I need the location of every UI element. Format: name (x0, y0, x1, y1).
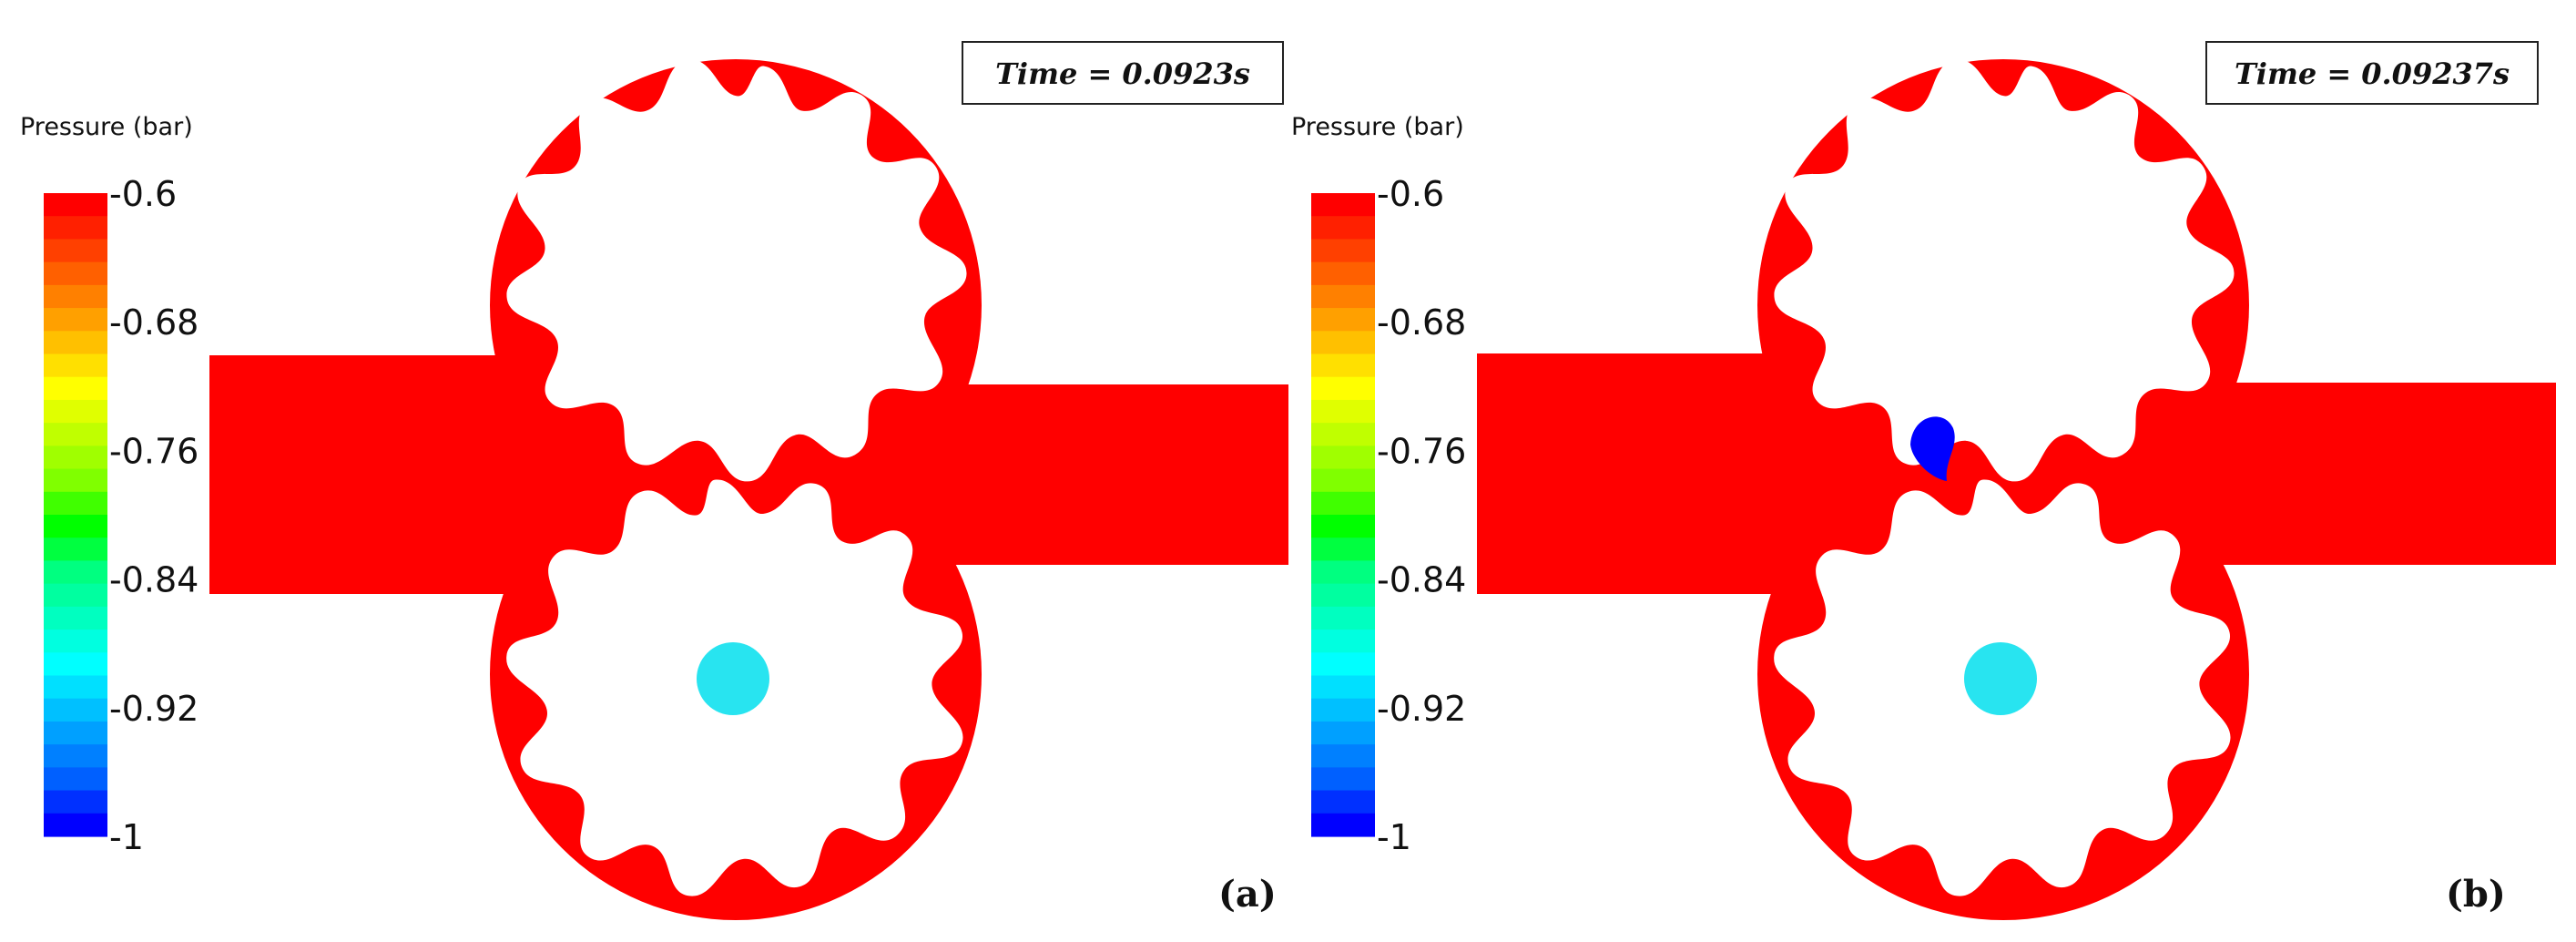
colorbar-swatch-b (1311, 560, 1375, 585)
colorbar-swatch-b (1311, 790, 1375, 814)
panel-b: Pressure (bar) -0.6-0.68-0.76-0.84-0.92-… (1291, 34, 2556, 920)
colorbar-swatch-a (44, 423, 107, 446)
colorbar-swatch-b (1311, 606, 1375, 630)
colorbar-swatch-a (44, 376, 107, 401)
colorbar-swatch-a (44, 583, 107, 608)
colorbar-swatch-b (1311, 399, 1375, 424)
colorbar-tick-label-a: -0.92 (109, 689, 199, 729)
colorbar-title-a: Pressure (bar) (20, 113, 193, 141)
colorbar-swatch-b (1311, 491, 1375, 516)
colorbar-swatch-b (1311, 216, 1375, 241)
colorbar-swatch-a (44, 216, 107, 241)
colorbar-swatch-b (1311, 744, 1375, 768)
colorbar-tick-label-a: -0.84 (109, 560, 199, 600)
time-label-b: Time = 0.09237s (2235, 56, 2510, 91)
colorbar-swatch-a (44, 538, 107, 562)
colorbar-swatch-b (1311, 261, 1375, 286)
colorbar-swatch-b (1311, 630, 1375, 653)
colorbar-swatch-a (44, 560, 107, 585)
colorbar-swatch-a (44, 630, 107, 653)
colorbar-tick-label-a: -1 (109, 817, 144, 857)
colorbar-tick-label-b: -0.68 (1377, 302, 1466, 343)
colorbar-swatch-b (1311, 698, 1375, 722)
colorbar-swatch-b (1311, 813, 1375, 837)
colorbar-swatch-a (44, 193, 107, 217)
time-label-a: Time = 0.0923s (995, 56, 1250, 91)
colorbar-swatch-b (1311, 423, 1375, 446)
colorbar-swatch-b (1311, 193, 1375, 217)
time-box-a (962, 41, 1284, 105)
drive-shaft-b (1964, 642, 2037, 715)
colorbar-swatch-b (1311, 284, 1375, 309)
colorbar-swatch-b (1311, 445, 1375, 470)
time-box-b (2205, 41, 2539, 105)
colorbar-swatch-b (1311, 767, 1375, 792)
colorbar-swatch-a (44, 445, 107, 470)
outlet-channel-a (901, 384, 1288, 565)
colorbar-a (44, 193, 107, 837)
colorbar-swatch-b (1311, 468, 1375, 493)
colorbar-tick-label-a: -0.76 (109, 431, 199, 471)
colorbar-ticks-a: -0.6 -0.68 -0.76 -0.84 -0.92 -1 (109, 174, 199, 857)
colorbar-swatch-a (44, 399, 107, 424)
colorbar-b (1311, 193, 1375, 837)
colorbar-swatch-a (44, 308, 107, 332)
cavitation-bubble-b (1910, 416, 1955, 481)
pump-domain-b (1477, 34, 2556, 920)
colorbar-ticks-b: -0.6 -0.68 -0.76 -0.84 -0.92 -1 (1377, 174, 1466, 857)
colorbar-tick-label-b: -1 (1377, 817, 1411, 857)
colorbar-swatch-a (44, 698, 107, 722)
colorbar-swatch-a (44, 284, 107, 309)
colorbar-swatch-a (44, 790, 107, 814)
outlet-channel-b (2172, 383, 2556, 565)
colorbar-swatch-b (1311, 239, 1375, 263)
colorbar-title-b: Pressure (bar) (1291, 113, 1464, 141)
colorbar-swatch-a (44, 606, 107, 630)
panel-a: Pressure (bar) -0.6-0.68-0.76-0.84-0.92-… (20, 34, 1288, 920)
colorbar-swatch-a (44, 675, 107, 700)
inlet-channel-b (1477, 353, 1800, 594)
colorbar-swatch-b (1311, 583, 1375, 608)
colorbar-swatch-b (1311, 353, 1375, 378)
colorbar-swatch-a (44, 239, 107, 263)
colorbar-swatch-b (1311, 376, 1375, 401)
colorbar-swatch-a (44, 767, 107, 792)
colorbar-swatch-a (44, 721, 107, 745)
colorbar-swatch-a (44, 813, 107, 837)
panel-tag-a: (a) (1218, 873, 1277, 916)
colorbar-swatch-b (1311, 308, 1375, 332)
colorbar-tick-label-a: -0.68 (109, 302, 199, 343)
colorbar-swatch-b (1311, 331, 1375, 355)
colorbar-swatch-a (44, 261, 107, 286)
colorbar-swatch-a (44, 744, 107, 768)
panel-tag-b: (b) (2446, 873, 2506, 916)
colorbar-swatch-b (1311, 538, 1375, 562)
colorbar-swatch-b (1311, 515, 1375, 538)
colorbar-swatch-b (1311, 721, 1375, 745)
colorbar-tick-label-b: -0.76 (1377, 431, 1466, 471)
colorbar-tick-label-a: -0.6 (109, 174, 177, 214)
colorbar-swatch-a (44, 353, 107, 378)
colorbar-tick-label-b: -0.6 (1377, 174, 1444, 214)
colorbar-swatch-b (1311, 675, 1375, 700)
colorbar-tick-label-b: -0.84 (1377, 560, 1466, 600)
colorbar-tick-label-b: -0.92 (1377, 689, 1466, 729)
colorbar-swatch-a (44, 491, 107, 516)
pump-domain-a (209, 34, 1288, 920)
colorbar-swatch-a (44, 468, 107, 493)
inlet-channel-a (209, 355, 528, 594)
colorbar-swatch-a (44, 652, 107, 677)
colorbar-swatch-a (44, 515, 107, 538)
drive-shaft-a (697, 642, 769, 715)
colorbar-swatch-a (44, 331, 107, 355)
colorbar-swatch-b (1311, 652, 1375, 677)
